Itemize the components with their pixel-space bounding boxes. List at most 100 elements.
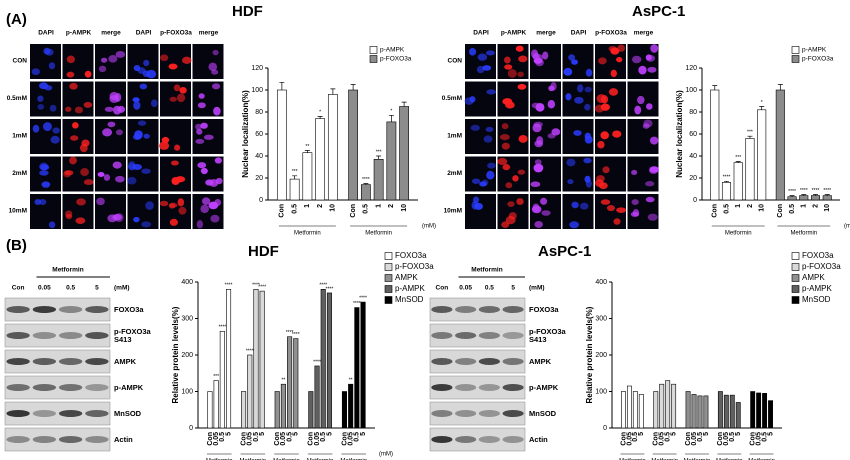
nucleus [630,211,640,217]
nucleus [49,104,57,112]
legend-label: p-AMPK [802,47,827,54]
nucleus [143,59,150,67]
x-tick-label: Con [207,432,214,446]
nucleus [100,57,108,63]
x-tick-label: 5 [360,432,367,436]
nucleus [571,201,579,209]
legend-label: FOXO3a [395,251,427,260]
nucleus [196,220,204,229]
column-header: p-FOXO3a [160,30,192,37]
significance: **** [319,283,327,289]
significance: **** [788,189,796,195]
nucleus [584,135,593,144]
nucleus [75,217,86,224]
bar [710,89,720,201]
x-tick-label: 0.05 [280,432,287,446]
blot-band [455,358,477,365]
nucleus [98,65,107,73]
blot-band [455,436,477,443]
x-tick-label: Con [653,432,660,446]
nucleus [37,104,45,110]
row-label: 1mM [447,133,462,140]
nucleus [103,174,111,181]
nucleus [600,131,609,140]
group-label: Metformin [748,459,775,460]
y-tick-label: 40 [255,153,263,160]
nucleus [31,68,40,76]
nucleus [48,221,56,229]
nucleus [41,181,51,188]
error-bar [723,180,729,183]
x-tick-label: 1 [735,204,742,208]
legend-swatch [384,252,393,260]
nucleus [143,133,150,139]
legend-label: p-AMPK [395,284,425,293]
significance: *** [735,155,741,161]
nucleus [517,71,525,78]
lane-label: 0.5 [485,285,494,292]
error-bar [279,81,285,90]
nucleus [631,199,639,206]
bar [723,394,729,429]
nucleus [70,135,79,141]
nucleus [470,124,480,131]
x-tick-label: 0.05 [247,432,254,446]
blot-band [455,410,477,417]
nucleus [634,105,642,115]
nucleus [63,170,72,178]
x-tick-label: 5 [225,432,232,436]
nucleus [649,136,659,145]
legend-label: MnSOD [802,295,831,304]
y-tick-label: 0 [693,197,697,204]
y-tick-label: 20 [255,175,263,182]
row-label: 2mM [447,170,462,177]
x-tick-label: 0.5 [354,432,361,442]
x-tick-label: 5 [259,432,266,436]
significance: **** [723,175,731,181]
nucleus [512,175,519,182]
bar [341,391,347,429]
x-tick-label: 0.5 [291,204,298,214]
nucleus [577,84,584,93]
nucleus [137,120,147,126]
bar [289,178,300,201]
legend-swatch [791,252,800,260]
nucleus [585,68,593,77]
nucleus [507,69,517,78]
blot-strip [429,427,526,452]
bar [354,307,360,429]
significance: **** [326,286,334,292]
nucleus [507,201,515,207]
blot-band [502,332,524,339]
nucleus [645,181,655,187]
blot-band [431,384,453,391]
blot-band [32,384,57,391]
legend-label: p-FOXO3a [395,262,434,271]
error-bar [777,84,783,90]
nucleus [501,142,510,150]
x-tick-label: Con [620,432,627,446]
nucleus [504,64,513,70]
y-tick-label: 200 [595,352,607,359]
nucleus [645,196,655,203]
blot-band [32,332,57,339]
x-tick-label: Con [274,432,281,446]
x-tick-label: Con [777,204,784,218]
blot-strip [4,375,111,400]
blot-band [478,384,500,391]
y-tick-label: 400 [181,279,193,286]
nucleus [518,135,528,143]
legend-label: p-FOXO3a [802,262,841,271]
nucleus [606,205,616,212]
nucleus [34,198,42,206]
y-tick-label: 100 [181,388,193,395]
group-label: Metformin [651,459,678,460]
bar [241,391,247,429]
column-header: merge [536,30,556,37]
error-bar [759,106,765,110]
nucleus [37,95,44,102]
lane-label: 5 [95,285,99,292]
x-tick-label: 5 [703,432,710,436]
error-bar [824,194,830,196]
x-tick-label: 2 [812,204,819,208]
